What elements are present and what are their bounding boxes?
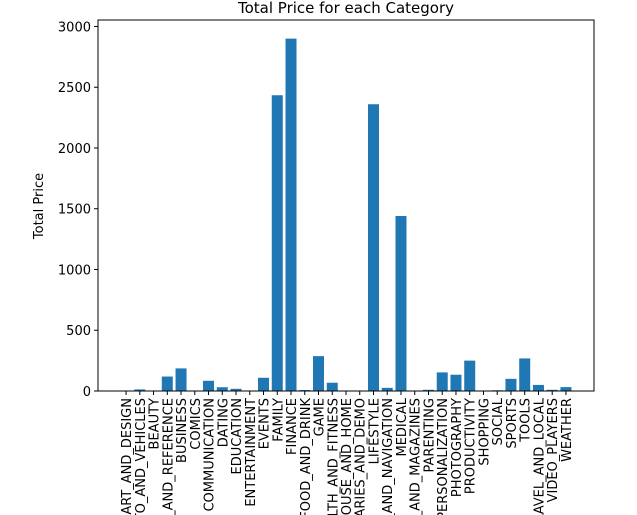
bar [230, 388, 242, 391]
bar [134, 389, 146, 391]
x-tick-label: AUTO_AND_VEHICLES [134, 398, 149, 515]
x-tick-label: VIDEO_PLAYERS [546, 398, 561, 502]
x-tick-label: SPORTS [505, 398, 520, 449]
x-tick-label: WEATHER [560, 398, 575, 462]
x-tick-label: PARENTING [422, 398, 437, 472]
y-axis-label: Total Price [32, 173, 47, 240]
x-tick-label: DATING [216, 398, 231, 447]
bar [258, 377, 270, 391]
y-tick-label: 2500 [58, 81, 91, 96]
x-tick-label: BUSINESS [175, 398, 190, 463]
x-tick-label: NEWS_AND_MAGAZINES [409, 398, 424, 515]
bar [436, 372, 448, 391]
x-tick-label: LIFESTYLE [367, 398, 382, 464]
y-tick-label: 0 [83, 385, 91, 400]
x-tick-label: FOOD_AND_DRINK [299, 398, 314, 515]
x-tick-label: EDUCATION [230, 398, 245, 474]
x-tick-label: TOOLS [519, 398, 534, 443]
x-tick-label: ART_AND_DESIGN [120, 398, 135, 515]
bar [450, 374, 462, 391]
bar [422, 389, 434, 391]
plot-frame [97, 19, 595, 392]
y-tick-label: 1000 [58, 263, 91, 278]
chart-title: Total Price for each Category [237, 0, 454, 17]
bar [367, 104, 379, 392]
x-tick-label: PERSONALIZATION [436, 398, 451, 515]
bar [285, 38, 297, 391]
bar [216, 387, 228, 391]
x-tick-label: LIBRARIES_AND_DEMO [354, 398, 369, 515]
bar [326, 382, 338, 391]
x-tick-label: BOOKS_AND_REFERENCE [161, 398, 176, 515]
x-tick-label: PRODUCTIVITY [464, 398, 479, 494]
bar [161, 376, 173, 391]
x-tick-label: FAMILY [271, 398, 286, 442]
bar [203, 380, 215, 391]
x-tick-label: COMMUNICATION [203, 398, 218, 512]
x-tick-label: EVENTS [258, 398, 273, 449]
x-tick-label: SHOPPING [477, 398, 492, 466]
bar [175, 368, 187, 391]
bar [464, 360, 476, 391]
x-tick-label: PHOTOGRAPHY [450, 398, 465, 497]
bar [271, 95, 283, 392]
bar [519, 358, 531, 391]
bar [532, 384, 544, 391]
x-tick-label: SOCIAL [491, 397, 506, 445]
bar [560, 387, 572, 391]
y-tick-label: 1500 [58, 203, 91, 218]
bar [546, 389, 558, 391]
y-tick-label: 500 [66, 324, 91, 339]
x-tick-label: BEAUTY [148, 398, 163, 449]
x-tick-label: GAME [313, 398, 328, 436]
x-tick-label: HEALTH_AND_FITNESS [326, 398, 341, 515]
bar [381, 387, 393, 391]
x-tick-label: MEDICAL [395, 397, 410, 456]
x-tick-label: MAPS_AND_NAVIGATION [381, 398, 396, 515]
x-tick-label: FINANCE [285, 398, 300, 455]
x-tick-label: TRAVEL_AND_LOCAL [532, 397, 547, 515]
y-tick-label: 2000 [58, 142, 91, 157]
bar [395, 216, 407, 391]
bar [313, 356, 325, 391]
bar [505, 378, 517, 391]
y-tick-label: 3000 [58, 20, 91, 35]
x-tick-label: HOUSE_AND_HOME [340, 398, 355, 515]
x-tick-label: COMICS [189, 398, 204, 450]
x-tick-label: ENTERTAINMENT [244, 398, 259, 507]
